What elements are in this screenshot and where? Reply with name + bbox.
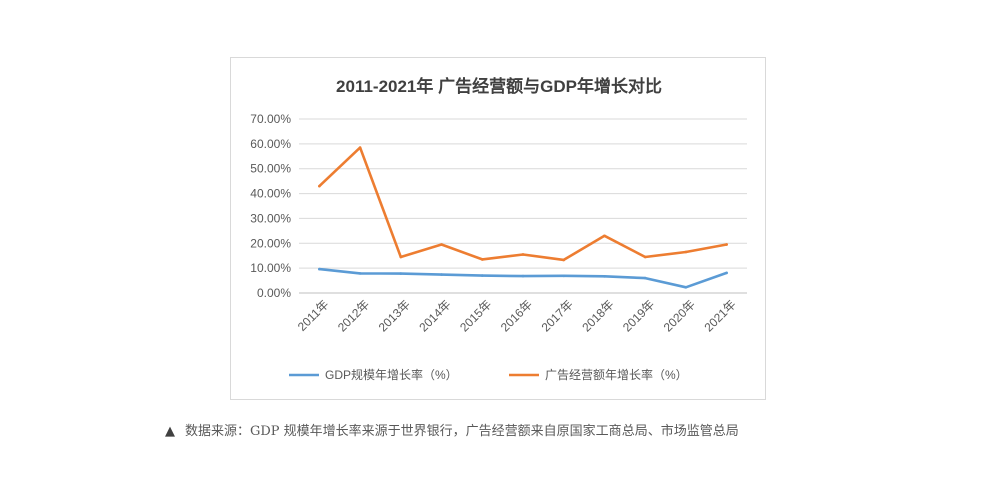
y-tick-label: 0.00% [257, 286, 291, 300]
grid-lines [299, 118, 747, 294]
line-chart: 2011-2021年 广告经营额与GDP年增长对比 0.00% 10.00% 20.… [250, 76, 747, 382]
source-caption: ▲ 数据来源：GDP 规模年增长率来源于世界银行，广告经营额来自原国家工商总局、市… [165, 420, 739, 439]
y-tick-label: 20.00% [250, 236, 291, 250]
data-point [684, 250, 688, 254]
data-point [643, 276, 647, 280]
legend-label: GDP规模年增长率（%） [325, 367, 458, 382]
y-tick-label: 10.00% [250, 261, 291, 275]
x-axis-ticks: 2011年 2012年 2013年 2014年 2015年 2016年 2017年 2018年… [295, 297, 739, 334]
data-point [603, 275, 606, 278]
data-point [358, 146, 362, 149]
data-point [562, 274, 566, 278]
y-tick-label: 30.00% [250, 211, 291, 225]
data-point [318, 184, 321, 188]
legend-label: 广告经营额年增长率（%） [545, 367, 688, 382]
y-tick-label: 50.00% [250, 162, 291, 176]
x-tick-label: 2013年 [376, 297, 413, 334]
triangle-icon: ▲ [165, 424, 175, 439]
data-point [399, 255, 403, 259]
data-point [643, 255, 647, 259]
data-point [521, 274, 525, 278]
data-point [480, 274, 484, 277]
y-axis-ticks: 0.00% 10.00% 20.00% 30.00% 40.00% 50.00% 60.00… [250, 112, 291, 300]
y-tick-label: 60.00% [250, 137, 291, 151]
data-point [440, 273, 443, 276]
data-point [562, 258, 566, 262]
data-point [521, 253, 525, 256]
x-tick-label: 2021年 [701, 297, 738, 334]
source-text: 数据来源：GDP 规模年增长率来源于世界银行，广告经营额来自原国家工商总局、市场… [185, 424, 739, 439]
x-tick-label: 2017年 [539, 297, 576, 334]
x-tick-label: 2015年 [457, 297, 494, 334]
chart-frame: 2011-2021年 广告经营额与GDP年增长对比 0.00% 10.00% 20.… [230, 57, 766, 400]
data-point [358, 272, 362, 275]
x-tick-label: 2014年 [416, 297, 453, 334]
chart-title: 2011-2021年 广告经营额与GDP年增长对比 [336, 76, 662, 96]
x-tick-label: 2012年 [335, 297, 372, 334]
data-point [399, 272, 403, 275]
x-tick-label: 2018年 [579, 297, 616, 334]
series-lines [318, 146, 728, 289]
data-point [440, 243, 443, 246]
data-point [725, 271, 728, 275]
x-tick-label: 2020年 [661, 297, 698, 334]
y-tick-label: 70.00% [250, 112, 291, 126]
data-point [725, 243, 728, 246]
data-point [603, 234, 606, 238]
x-tick-label: 2011年 [295, 297, 332, 334]
y-tick-label: 40.00% [250, 187, 291, 201]
legend: GDP规模年增长率（%） 广告经营额年增长率（%） [289, 367, 688, 382]
series-line-0 [318, 267, 728, 289]
x-tick-label: 2016年 [498, 297, 535, 334]
data-point [684, 285, 688, 289]
data-point [480, 258, 484, 261]
data-point [318, 267, 321, 271]
x-tick-label: 2019年 [620, 297, 657, 334]
